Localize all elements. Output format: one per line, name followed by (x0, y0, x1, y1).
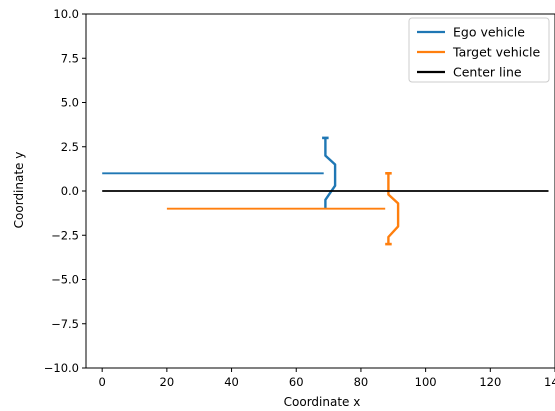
x-tick-label: 0 (99, 375, 106, 389)
y-tick-label: 0.0 (61, 184, 79, 198)
legend-label-ego-vehicle: Ego vehicle (453, 25, 525, 40)
axes: 0 20 40 60 80 100 120 140 −10.0 −7.5 −5.0 −2.5 0.0 2.… (44, 7, 555, 389)
x-tick-label: 40 (224, 375, 239, 389)
x-tick-label: 140 (544, 375, 555, 389)
x-tick-label: 100 (415, 375, 437, 389)
y-tick-label: −2.5 (51, 228, 79, 242)
y-tick-label: 2.5 (61, 140, 79, 154)
x-tick-label: 20 (160, 375, 175, 389)
legend-box (408, 17, 550, 83)
legend-label-target-vehicle: Target vehicle (452, 45, 540, 60)
x-axis-label: Coordinate x (284, 395, 361, 409)
y-tick-label: 7.5 (61, 51, 79, 65)
ego-vehicle-vehicle-outline (324, 137, 337, 209)
y-tick-label: −5.0 (51, 273, 79, 287)
y-tick-label: −7.5 (51, 317, 79, 331)
y-tick-label: 10.0 (53, 7, 79, 21)
plot-area (102, 136, 549, 246)
legend: Ego vehicle Target vehicle Center line (408, 17, 550, 83)
y-axis-label: Coordinate y (12, 152, 26, 229)
y-tick-label: −10.0 (44, 361, 79, 375)
x-tick-label: 60 (289, 375, 304, 389)
y-tick-label: 5.0 (61, 96, 79, 110)
legend-label-center-line: Center line (453, 65, 522, 80)
x-tick-label: 120 (479, 375, 501, 389)
x-tick-label: 80 (354, 375, 369, 389)
target-vehicle-vehicle-outline (387, 173, 400, 245)
